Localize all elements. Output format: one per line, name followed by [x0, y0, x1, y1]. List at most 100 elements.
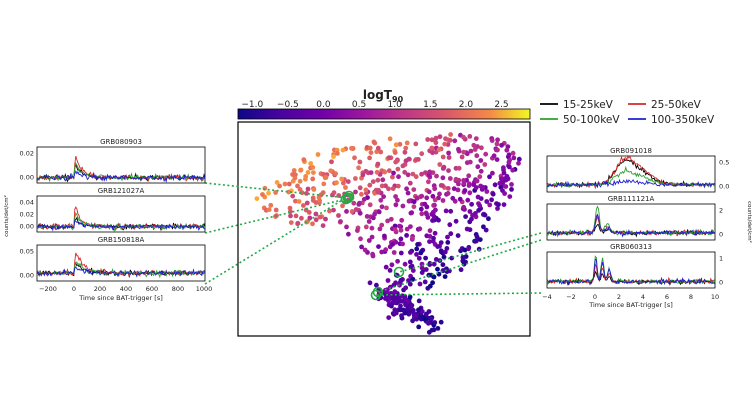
scatter-point	[419, 265, 425, 271]
scatter-point	[445, 234, 450, 240]
scatter-point	[456, 165, 462, 171]
scatter-point	[429, 145, 435, 151]
scatter-point	[480, 184, 486, 190]
scatter-point	[375, 189, 381, 195]
scatter-point	[345, 179, 351, 185]
panel-title: GRB150818A	[98, 236, 145, 244]
scatter-point	[379, 183, 385, 189]
y-axis-label: counts/det/cm²	[746, 201, 753, 243]
light-curve-100-350keV	[36, 219, 206, 232]
scatter-point	[464, 151, 470, 157]
scatter-point	[334, 180, 339, 186]
connector-line	[398, 232, 542, 273]
scatter-point	[375, 145, 381, 151]
x-tick-label: 200	[94, 285, 106, 293]
scatter-point	[478, 158, 484, 163]
scatter-point	[367, 145, 373, 151]
scatter-point	[464, 226, 470, 232]
scatter-point	[437, 162, 443, 167]
panel-title: GRB080903	[100, 138, 142, 146]
scatter-point	[338, 219, 343, 224]
scatter-point	[371, 139, 377, 145]
connector-line	[375, 292, 542, 296]
scatter-point	[443, 136, 448, 142]
scatter-point	[516, 156, 522, 162]
light-curve-100-350keV	[546, 213, 716, 238]
scatter-point	[395, 183, 401, 189]
scatter-point	[396, 174, 401, 180]
scatter-point	[503, 177, 509, 183]
scatter-point	[479, 145, 484, 151]
right-panel-GRB111121A: GRB111121A 2 0	[546, 195, 723, 241]
scatter-point	[510, 167, 516, 173]
scatter-point	[327, 208, 332, 214]
scatter-point	[467, 159, 473, 165]
scatter-point	[380, 177, 386, 183]
x-tick-label: 2	[617, 293, 621, 301]
scatter-point	[422, 316, 428, 322]
scatter-point	[353, 176, 358, 181]
scatter-point	[398, 250, 404, 256]
panel-title: GRB111121A	[608, 195, 655, 203]
y-tick-label: 0.5	[719, 159, 729, 167]
scatter-point	[417, 314, 422, 320]
scatter-point	[329, 159, 334, 165]
scatter-point	[363, 224, 369, 230]
scatter-point	[501, 202, 507, 208]
scatter-point	[298, 167, 304, 173]
scatter-point	[379, 249, 385, 255]
scatter-point	[504, 147, 510, 153]
colorbar-tick-label: 0.0	[316, 100, 331, 110]
scatter-point	[414, 246, 420, 252]
scatter-point	[295, 183, 300, 189]
scatter-point	[484, 189, 490, 194]
right-panel-GRB060313: GRB060313 1 0	[546, 243, 723, 289]
scatter-point	[343, 185, 348, 190]
scatter-point	[331, 207, 336, 213]
scatter-point	[430, 280, 435, 286]
scatter-point	[463, 214, 468, 220]
scatter-point	[414, 252, 419, 257]
scatter-point	[448, 132, 453, 137]
scatter-point	[448, 208, 454, 214]
scatter-point	[402, 261, 408, 267]
scatter-point	[445, 186, 451, 191]
scatter-point	[462, 188, 468, 193]
scatter-point	[372, 211, 377, 217]
left-panel-GRB150818A: GRB150818A 0.05 0.00	[20, 236, 206, 282]
scatter-point	[374, 169, 380, 175]
scatter-point	[358, 236, 363, 242]
connector-lines	[204, 182, 542, 296]
scatter-point	[410, 236, 415, 241]
scatter-point	[436, 147, 442, 153]
scatter-point	[483, 227, 489, 233]
scatter-point	[340, 147, 346, 153]
scatter-point	[461, 134, 466, 140]
colorbar-tick-label: 0.5	[352, 100, 366, 110]
scatter-point	[369, 234, 375, 240]
scatter-point	[416, 298, 422, 304]
scatter-point	[425, 285, 431, 291]
scatter-points	[254, 132, 522, 335]
scatter-point	[494, 141, 500, 147]
scatter-point	[460, 255, 466, 260]
scatter-point	[431, 274, 437, 280]
scatter-point	[424, 195, 430, 201]
scatter-point	[487, 202, 493, 208]
scatter-point	[459, 154, 465, 160]
scatter-point	[408, 305, 414, 310]
scatter-point	[355, 228, 360, 234]
y-tick-label: 0.04	[20, 199, 34, 207]
scatter-point	[356, 202, 362, 207]
legend-label: 25-50keV	[651, 99, 702, 111]
scatter-point	[395, 197, 400, 203]
scatter-point	[388, 216, 394, 222]
scatter-point	[429, 137, 435, 143]
scatter-point	[367, 280, 373, 286]
scatter-point	[435, 266, 440, 272]
scatter-point	[502, 191, 507, 196]
scatter-point	[423, 267, 429, 272]
legend-label: 100-350keV	[651, 114, 715, 126]
y-tick-label: 2	[719, 207, 723, 215]
scatter-point	[466, 173, 472, 179]
